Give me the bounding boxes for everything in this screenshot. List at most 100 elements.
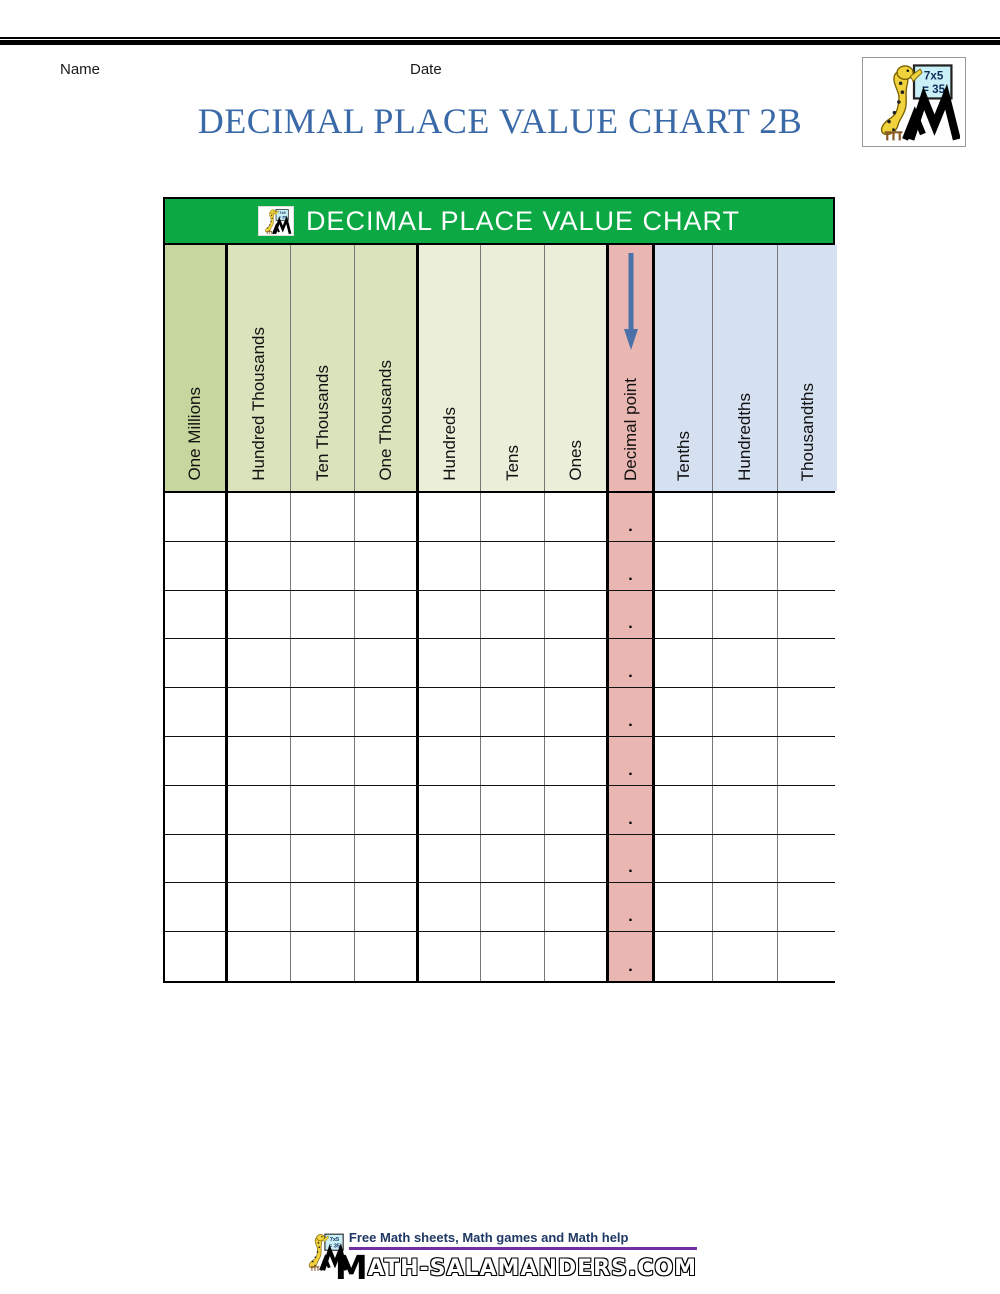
entry-cell (291, 590, 355, 639)
entry-cell (355, 541, 419, 590)
entry-cell (545, 736, 609, 785)
footer-tagline: Free Math sheets, Math games and Math he… (348, 1230, 629, 1245)
decimal-dot: . (628, 712, 633, 730)
entry-cell (713, 688, 778, 736)
entry-cell (545, 590, 609, 639)
table-title-bar: DECIMAL PLACE VALUE CHART (165, 199, 833, 245)
chart-header-row: One Millions Hundred Thousands Ten Thousan… (165, 245, 837, 493)
entry-cell (291, 883, 355, 932)
entry-cell (713, 785, 778, 834)
entry-cell (228, 639, 291, 688)
entry-cell (419, 590, 481, 639)
entry-cell (713, 590, 778, 639)
entry-cell (165, 688, 228, 736)
entry-cell (165, 932, 228, 981)
site-name-initial: M (334, 1248, 368, 1287)
column-label: Hundreds (439, 407, 459, 481)
decimal-dot: . (628, 517, 633, 535)
decimal-point-cell: . (609, 590, 655, 639)
entry-cell (419, 688, 481, 736)
entry-cell (778, 736, 837, 785)
entry-cell (228, 736, 291, 785)
entry-cell (291, 834, 355, 883)
entry-cell (291, 688, 355, 736)
column-label: Thousandths (797, 382, 817, 481)
entry-cell (228, 834, 291, 883)
entry-cell (778, 932, 837, 981)
entry-cell (355, 883, 419, 932)
date-label: Date (410, 61, 442, 78)
entry-cell (545, 834, 609, 883)
decimal-point-cell: . (609, 883, 655, 932)
entry-cell (165, 590, 228, 639)
entry-cell (355, 639, 419, 688)
entry-cell (291, 541, 355, 590)
entry-cell (165, 541, 228, 590)
column-label: Ten Thousands (312, 365, 332, 481)
entry-cell (228, 541, 291, 590)
entry-cell (655, 883, 713, 932)
column-label: Hundred Thousands (249, 327, 268, 481)
table-row: . (165, 932, 837, 981)
decimal-point-cell: . (609, 639, 655, 688)
entry-cell (165, 639, 228, 688)
entry-cell (655, 541, 713, 590)
decimal-dot: . (628, 566, 633, 584)
entry-cell (165, 785, 228, 834)
decimal-point-cell: . (609, 834, 655, 883)
decimal-dot: . (628, 810, 633, 828)
entry-cell (481, 639, 545, 688)
entry-cell (481, 541, 545, 590)
entry-cell (778, 493, 837, 541)
entry-cell (419, 834, 481, 883)
header-cell-hundred-thousands: Hundred Thousands (228, 245, 291, 491)
entry-cell (291, 736, 355, 785)
table-row: . (165, 785, 837, 835)
entry-cell (778, 785, 837, 834)
entry-cell (713, 639, 778, 688)
entry-cell (778, 541, 837, 590)
header-cell-one-millions: One Millions (165, 245, 228, 491)
entry-cell (545, 639, 609, 688)
entry-cell (713, 932, 778, 981)
entry-cell (355, 688, 419, 736)
decimal-point-cell: . (609, 932, 655, 981)
column-label: Tens (502, 445, 522, 481)
footer-purple-rule (348, 1247, 698, 1250)
entry-cell (291, 639, 355, 688)
entry-cell (545, 932, 609, 981)
decimal-down-arrow-icon (623, 253, 639, 353)
entry-cell (481, 688, 545, 736)
entry-cell (228, 883, 291, 932)
entry-cell (165, 883, 228, 932)
entry-cell (545, 493, 609, 541)
footer: Free Math sheets, Math games and Math he… (303, 1230, 698, 1287)
entry-cell (655, 493, 713, 541)
table-row: . (165, 883, 837, 933)
entry-cell (713, 834, 778, 883)
entry-cell (355, 493, 419, 541)
entry-cell (545, 785, 609, 834)
entry-cell (655, 932, 713, 981)
entry-cell (419, 932, 481, 981)
site-name-rest: ATH-SALAMANDERS.COM (367, 1256, 698, 1281)
decimal-dot: . (628, 664, 633, 682)
entry-cell (481, 493, 545, 541)
entry-cell (228, 932, 291, 981)
top-divider-rule (0, 37, 1000, 46)
decimal-point-cell: . (609, 785, 655, 834)
entry-cell (419, 785, 481, 834)
salamander-logo-icon (868, 61, 960, 143)
entry-cell (778, 590, 837, 639)
place-value-table: DECIMAL PLACE VALUE CHART One Millions Hu… (163, 197, 837, 983)
decimal-dot: . (628, 859, 633, 877)
name-label: Name (60, 61, 101, 78)
decimal-point-cell: . (609, 736, 655, 785)
entry-cell (228, 785, 291, 834)
header-cell-tenths: Tenths (655, 245, 713, 491)
decimal-dot: . (628, 615, 633, 633)
entry-cell (778, 688, 837, 736)
header-cell-hundredths: Hundredths (713, 245, 778, 491)
table-row: . (165, 639, 837, 689)
entry-cell (713, 493, 778, 541)
